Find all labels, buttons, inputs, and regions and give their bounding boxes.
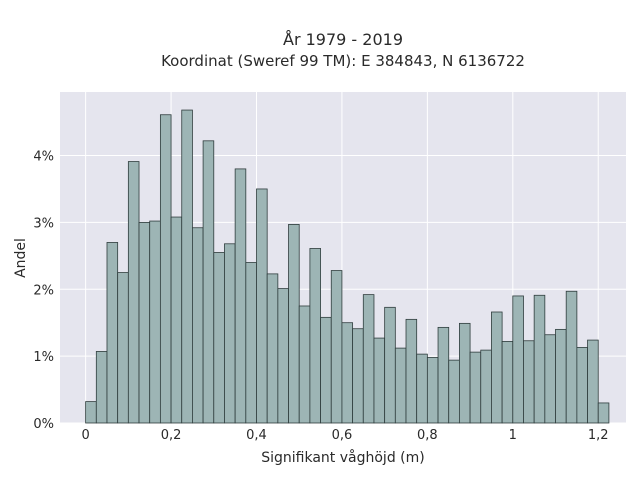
histogram-bar (277, 288, 289, 424)
x-tick-label: 0,4 (246, 428, 267, 443)
histogram-bar (459, 322, 471, 424)
histogram-bar (565, 290, 578, 424)
histogram-bar (213, 252, 225, 424)
histogram-bar (288, 223, 300, 424)
histogram-bar (480, 349, 492, 424)
histogram-bar (437, 326, 450, 424)
histogram-bar (501, 341, 514, 424)
histogram-bar (138, 221, 151, 424)
histogram-bar (341, 322, 354, 424)
x-tick-label: 0 (81, 428, 89, 443)
histogram-bar (533, 294, 546, 424)
histogram-bar (192, 227, 204, 424)
histogram-bar (256, 188, 268, 424)
histogram-bars (85, 109, 610, 424)
x-axis-label: Signifikant våghöjd (m) (261, 449, 424, 466)
histogram-bar (394, 347, 407, 424)
histogram-bar (127, 161, 140, 424)
histogram-bar (224, 243, 236, 424)
histogram-bar (245, 262, 257, 424)
histogram-bar (362, 294, 375, 424)
histogram-bar (159, 114, 172, 424)
histogram-bar (149, 220, 161, 424)
histogram-bar (448, 359, 460, 424)
histogram-bar (352, 328, 364, 424)
histogram-bar (202, 140, 215, 424)
chart-subtitle: Koordinat (Sweref 99 TM): E 384843, N 61… (161, 52, 525, 70)
y-axis-label: Andel (13, 238, 29, 278)
histogram-bar (181, 109, 193, 424)
histogram-bar (298, 305, 311, 424)
histogram-bar (330, 270, 343, 424)
histogram-bar (266, 273, 279, 424)
x-tick-label: 0,2 (161, 428, 182, 443)
histogram-bar (309, 248, 321, 424)
chart-title: År 1979 - 2019 (283, 30, 403, 49)
histogram-bar (117, 272, 129, 424)
x-tick-label: 1 (509, 428, 517, 443)
histogram-bar (426, 357, 439, 424)
histogram-bar (555, 328, 567, 424)
histogram-bar (234, 168, 247, 424)
histogram-bar (373, 337, 386, 424)
histogram-bar (405, 318, 418, 424)
histogram-bar (491, 311, 503, 424)
histogram-bar (170, 216, 183, 424)
y-tick-label: 4% (33, 150, 54, 165)
histogram-bar (576, 347, 588, 424)
histogram-bar (597, 402, 610, 424)
histogram-bar (469, 351, 482, 424)
histogram-bar (416, 353, 428, 424)
histogram-bar (523, 340, 535, 424)
x-tick-label: 0,8 (417, 428, 438, 443)
x-tick-label: 0,6 (332, 428, 353, 443)
histogram-bar (320, 316, 332, 424)
x-axis-ticks: 0 0,2 0,4 0,6 0,8 1 1,2 (81, 428, 608, 443)
y-tick-label: 1% (33, 350, 54, 365)
histogram-bar (85, 401, 97, 424)
y-tick-label: 0% (33, 417, 54, 432)
y-axis-ticks: 0% 1% 2% 3% 4% (33, 150, 54, 432)
y-tick-label: 2% (33, 283, 54, 298)
histogram-bar (106, 242, 119, 424)
histogram-bar (512, 295, 524, 424)
histogram-bar (587, 339, 599, 424)
histogram-bar (95, 351, 108, 424)
histogram-bar (544, 334, 556, 424)
x-tick-label: 1,2 (588, 428, 609, 443)
histogram-bar (384, 306, 396, 424)
y-tick-label: 3% (33, 216, 54, 231)
